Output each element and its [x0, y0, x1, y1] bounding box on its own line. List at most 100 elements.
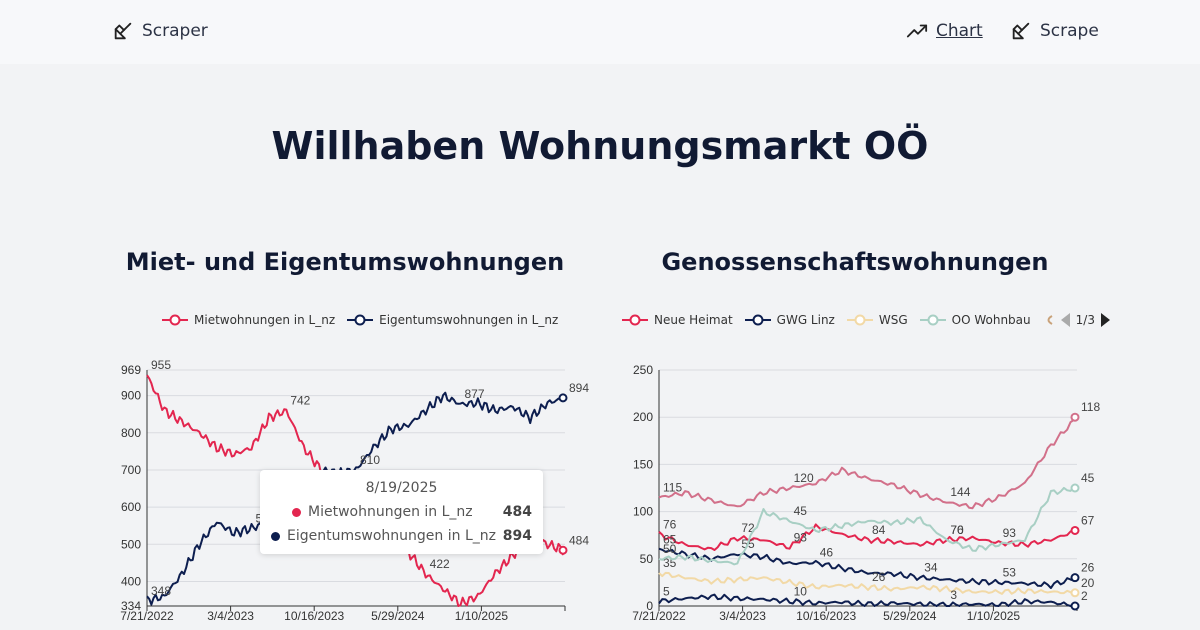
data-label: 26	[872, 570, 886, 584]
tooltip-series-label: Mietwohnungen in L_nz	[308, 504, 473, 520]
legend-pager: 1/3	[1060, 313, 1110, 327]
legend-label: Mietwohnungen in L_nz	[194, 313, 336, 327]
x-tick-label: 1/10/2025	[967, 609, 1021, 623]
pager-prev-icon[interactable]	[1060, 313, 1070, 327]
data-label: 72	[741, 521, 755, 535]
legend-label: Eigentumswohnungen in L_nz	[379, 313, 559, 327]
legend-label: OO Wohnbau	[951, 313, 1031, 327]
tooltip-row-miet: Mietwohnungen in L_nz 484	[260, 504, 543, 520]
data-label: 20	[1081, 576, 1095, 590]
x-tick-label: 7/21/2022	[632, 609, 686, 623]
y-tick-label: 100	[633, 505, 653, 519]
series-line	[658, 547, 1078, 589]
legend-marker-red-icon	[162, 314, 188, 326]
data-label: 93	[794, 530, 808, 544]
broom-icon	[1012, 22, 1030, 40]
pager-label: 1/3	[1075, 313, 1095, 327]
left-chart-legend: Mietwohnungen in L_nz Eigentumswohnungen…	[162, 313, 570, 327]
left-chart-title: Miet- und Eigentumswohnungen	[125, 248, 565, 276]
legend-item-oo-wohnbau[interactable]: OO Wohnbau	[919, 313, 1031, 327]
tooltip-dot-red	[292, 507, 301, 517]
y-tick-label: 500	[121, 537, 141, 551]
y-tick-label: 900	[121, 389, 141, 403]
x-tick-label: 1/10/2025	[455, 609, 509, 623]
data-label: 422	[430, 557, 450, 571]
legend-label: GWG Linz	[776, 313, 835, 327]
trend-line-icon	[906, 24, 928, 38]
data-label: 50	[663, 542, 677, 556]
data-label: 45	[1081, 471, 1095, 485]
data-label: 118	[1081, 400, 1100, 414]
y-tick-label: 250	[633, 363, 653, 377]
series-end-marker	[1070, 573, 1080, 583]
series-end-marker	[558, 393, 568, 403]
right-chart-title: Genossenschaftswohnungen	[661, 248, 1049, 276]
tooltip-date: 8/19/2025	[365, 480, 438, 496]
data-label: 3	[950, 588, 957, 602]
data-label: 955	[151, 358, 171, 372]
x-tick-label: 10/16/2023	[284, 609, 344, 623]
series-end-marker	[1070, 588, 1080, 598]
nav-chart-link[interactable]: Chart	[906, 20, 983, 42]
series-line	[658, 486, 1078, 566]
top-navigation-bar: Scraper Chart Scrape	[0, 0, 1200, 64]
y-tick-label: 400	[121, 574, 141, 588]
data-label: 810	[360, 453, 380, 467]
nav-scraper-label: Scraper	[142, 21, 208, 41]
series-line	[658, 593, 1078, 607]
data-label: 45	[794, 504, 808, 518]
legend-item-truncated	[1043, 314, 1053, 326]
y-tick-label: 50	[640, 552, 654, 566]
legend-item-mietwohnungen[interactable]: Mietwohnungen in L_nz	[162, 313, 335, 327]
legend-item-wsg[interactable]: WSG	[846, 313, 908, 327]
tooltip-series-value: 484	[502, 504, 532, 520]
nav-chart-label: Chart	[936, 21, 983, 41]
y-tick-label: 150	[633, 457, 653, 471]
series-line	[146, 391, 566, 606]
legend-label: WSG	[878, 313, 908, 327]
chart-tooltip: 8/19/2025 Mietwohnungen in L_nz 484 Eige…	[260, 470, 543, 554]
tooltip-row-eigentum: Eigentumswohnungen in L_nz 894	[260, 528, 543, 544]
x-tick-label: 3/4/2023	[207, 609, 254, 623]
nav-scrape-link[interactable]: Scrape	[1010, 20, 1099, 42]
pager-next-icon[interactable]	[1100, 313, 1110, 327]
broom-icon	[114, 22, 132, 40]
series-end-marker	[1070, 483, 1080, 493]
legend-marker-red-icon	[622, 314, 648, 326]
data-label: 115	[663, 480, 682, 494]
legend-item-gwg-linz[interactable]: GWG Linz	[744, 313, 835, 327]
legend-item-eigentumswohnungen[interactable]: Eigentumswohnungen in L_nz	[347, 313, 558, 327]
nav-scrape-label: Scrape	[1040, 21, 1099, 41]
data-label: 93	[1003, 526, 1017, 540]
nav-scraper-brand[interactable]: Scraper	[112, 20, 208, 42]
y-tick-label: 700	[121, 463, 141, 477]
series-line	[658, 416, 1078, 510]
y-tick-label: 334	[121, 599, 141, 613]
legend-label: Neue Heimat	[654, 313, 733, 327]
data-label: 26	[1081, 561, 1095, 575]
tooltip-series-label: Eigentumswohnungen in L_nz	[287, 528, 496, 544]
legend-marker-navy-icon	[347, 314, 374, 326]
data-label: 76	[950, 523, 964, 537]
y-tick-label: 600	[121, 500, 141, 514]
data-label: 10	[794, 584, 808, 598]
legend-marker-sand-icon	[846, 314, 873, 326]
legend-marker-navy-icon	[744, 314, 771, 326]
data-label: 5	[663, 584, 670, 598]
data-label: 67	[1081, 513, 1095, 527]
series-end-marker	[558, 545, 568, 555]
y-tick-label: 200	[633, 410, 653, 424]
series-end-marker	[1070, 525, 1080, 535]
page-title: Willhaben Wohnungsmarkt OÖ	[271, 124, 929, 168]
series-line	[658, 571, 1078, 596]
y-tick-label: 800	[121, 426, 141, 440]
x-tick-label: 5/29/2024	[371, 609, 425, 623]
data-label: 34	[924, 561, 938, 575]
legend-item-neue-heimat[interactable]: Neue Heimat	[622, 313, 733, 327]
data-label: 120	[794, 471, 814, 485]
data-label: 877	[465, 387, 485, 401]
x-tick-label: 7/21/2022	[120, 609, 174, 623]
data-label: 894	[569, 381, 589, 395]
